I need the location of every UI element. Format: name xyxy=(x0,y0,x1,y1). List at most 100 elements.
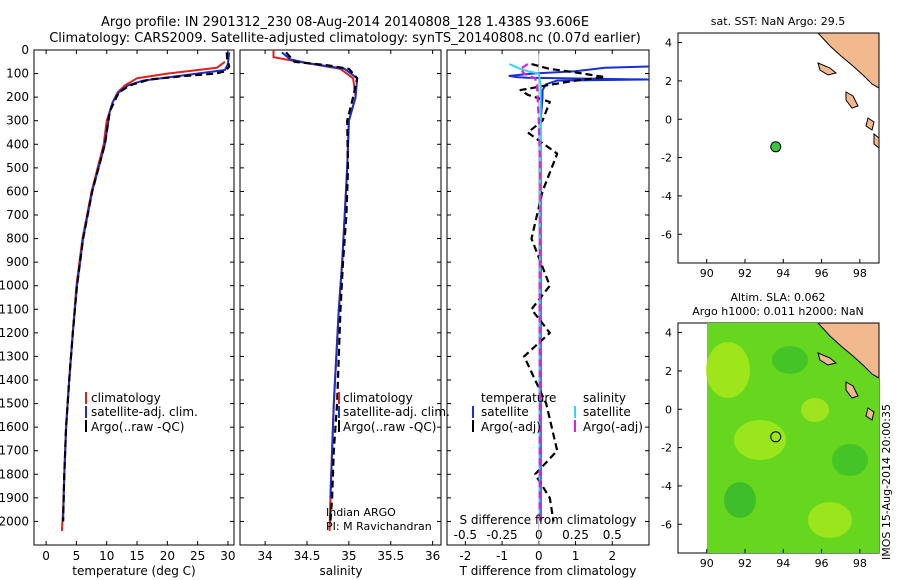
depth-tick-label: 1500 xyxy=(0,397,29,411)
legend-label-s-satellite: satellite xyxy=(583,405,631,419)
lon-tick-label: 94 xyxy=(776,557,790,570)
temperature-axis-ticks: 0100200300400500600700800900100011001200… xyxy=(0,43,236,563)
lon-tick-label: 96 xyxy=(815,267,829,280)
lat-tick-label: -6 xyxy=(661,228,672,241)
x-tick-label: 35.5 xyxy=(377,549,404,563)
series-line-climatology xyxy=(60,60,226,531)
difference-legend: temperature salinity satellite Argo(-adj… xyxy=(472,391,643,434)
x-tick-label: -2 xyxy=(459,549,471,563)
depth-tick-label: 1600 xyxy=(0,420,29,434)
series-line-satellite-adj-clim xyxy=(62,52,231,522)
depth-tick-label: 1300 xyxy=(0,349,29,363)
sst-map-axis-ticks: 90 92 94 96 98 -6 -4 -2 0 2 4 xyxy=(661,37,867,280)
sla-patch xyxy=(706,342,750,398)
x-tick-label: 1 xyxy=(572,549,580,563)
temperature-xlabel: temperature (deg C) xyxy=(72,564,195,578)
s-diff-tick-label: -0.25 xyxy=(487,528,518,542)
legend-label-satellite: satellite-adj. clim. xyxy=(343,405,450,419)
lat-tick-label: 4 xyxy=(665,37,672,50)
sla-map-title-line2: Argo h1000: 0.011 h2000: NaN xyxy=(692,305,864,318)
salinity-axis-ticks: 34 34.5 35 35.5 36 xyxy=(240,49,441,563)
legend-label-climatology: climatology xyxy=(343,391,413,405)
x-tick-label: 35 xyxy=(341,549,356,563)
lat-tick-label: -2 xyxy=(661,442,672,455)
x-tick-label: 34.5 xyxy=(294,549,321,563)
sla-patch xyxy=(734,420,786,460)
salinity-xlabel: salinity xyxy=(319,564,362,578)
salinity-plot-frame xyxy=(239,49,442,546)
sumatra-coast xyxy=(817,323,879,379)
lat-tick-label: 2 xyxy=(665,365,672,378)
nias-island xyxy=(845,381,859,399)
depth-tick-label: 1700 xyxy=(0,444,29,458)
sla-patch xyxy=(801,398,829,422)
difference-plot-frame xyxy=(446,49,650,546)
x-tick-label: 25 xyxy=(190,549,205,563)
legend-header-temperature: temperature xyxy=(481,391,556,405)
x-tick-label: 34 xyxy=(257,549,272,563)
depth-tick-label: 300 xyxy=(6,114,29,128)
depth-tick-label: 500 xyxy=(6,161,29,175)
batu-islands xyxy=(865,407,875,421)
x-tick-label: 5 xyxy=(73,549,81,563)
depth-tick-label: 1000 xyxy=(0,279,29,293)
x-tick-label: 15 xyxy=(129,549,144,563)
series-line-s-satellite xyxy=(509,63,542,522)
sst-map-title: sat. SST: NaN Argo: 29.5 xyxy=(711,15,845,28)
series-line-climatology xyxy=(272,50,357,531)
depth-tick-label: 800 xyxy=(6,232,29,246)
depth-tick-label: 1400 xyxy=(0,373,29,387)
legend-header-salinity: salinity xyxy=(583,391,626,405)
x-tick-label: -1 xyxy=(496,549,508,563)
series-line-s-argo-adj xyxy=(519,63,542,522)
lon-tick-label: 96 xyxy=(815,557,829,570)
mentawai-islands xyxy=(873,132,879,149)
series-line-argo-raw-qc xyxy=(285,51,359,522)
lat-tick-label: -4 xyxy=(661,480,672,493)
lon-tick-label: 98 xyxy=(853,267,867,280)
lat-tick-label: -2 xyxy=(661,152,672,165)
simeulue-island xyxy=(817,62,838,76)
lon-tick-label: 90 xyxy=(700,557,714,570)
sla-map-argo-marker xyxy=(770,431,782,443)
lon-tick-label: 98 xyxy=(853,557,867,570)
x-tick-label: 0 xyxy=(42,549,50,563)
pi-annotation-line2: PI: M Ravichandran xyxy=(326,520,432,533)
sla-patch xyxy=(724,482,756,518)
sla-map-axis-ticks: 90 92 94 96 98 -6 -4 -2 0 2 4 xyxy=(661,327,867,570)
depth-tick-label: 0 xyxy=(21,43,29,57)
difference-xlabel: T difference from climatology xyxy=(459,564,637,578)
s-diff-tick-label: -0.5 xyxy=(454,528,477,542)
lon-tick-label: 90 xyxy=(700,267,714,280)
x-tick-label: 10 xyxy=(99,549,114,563)
legend-label-argo: Argo(..raw -QC) xyxy=(91,420,184,434)
argo-position-marker xyxy=(770,141,782,153)
series-line-t-argo-adj xyxy=(519,63,607,522)
s-diff-tick-label: 0.25 xyxy=(562,528,589,542)
legend-label-t-argo: Argo(-adj) xyxy=(481,420,541,434)
lat-tick-label: 2 xyxy=(665,75,672,88)
difference-top-xlabel: S difference from climatology xyxy=(460,513,637,527)
depth-tick-label: 1800 xyxy=(0,467,29,481)
legend-label-s-argo: Argo(-adj) xyxy=(583,420,643,434)
temperature-series-group xyxy=(60,52,231,531)
nias-island xyxy=(845,91,859,109)
lon-tick-label: 92 xyxy=(738,267,752,280)
depth-tick-label: 100 xyxy=(6,67,29,81)
depth-tick-label: 600 xyxy=(6,184,29,198)
sst-map-land xyxy=(817,33,879,149)
salinity-series-group xyxy=(272,50,359,531)
legend-label-climatology: climatology xyxy=(91,391,161,405)
x-tick-label: 36 xyxy=(425,549,440,563)
x-tick-label: 0 xyxy=(535,549,543,563)
lon-tick-label: 94 xyxy=(776,267,790,280)
s-diff-tick-label: 0.5 xyxy=(603,528,622,542)
simeulue-island xyxy=(817,352,838,366)
difference-axis-ticks: -2 -1 0 1 2-0.5 -0.25 0 0.25 0.5 xyxy=(447,49,649,563)
imos-footer-stamp: IMOS 15-Aug-2014 20:00:35 xyxy=(880,404,893,560)
temperature-legend: climatology satellite-adj. clim. Argo(..… xyxy=(85,391,198,434)
figure-title-line2: Climatology: CARS2009. Satellite-adjuste… xyxy=(49,31,641,46)
legend-label-t-satellite: satellite xyxy=(481,405,529,419)
sumatra-coast xyxy=(817,33,879,89)
